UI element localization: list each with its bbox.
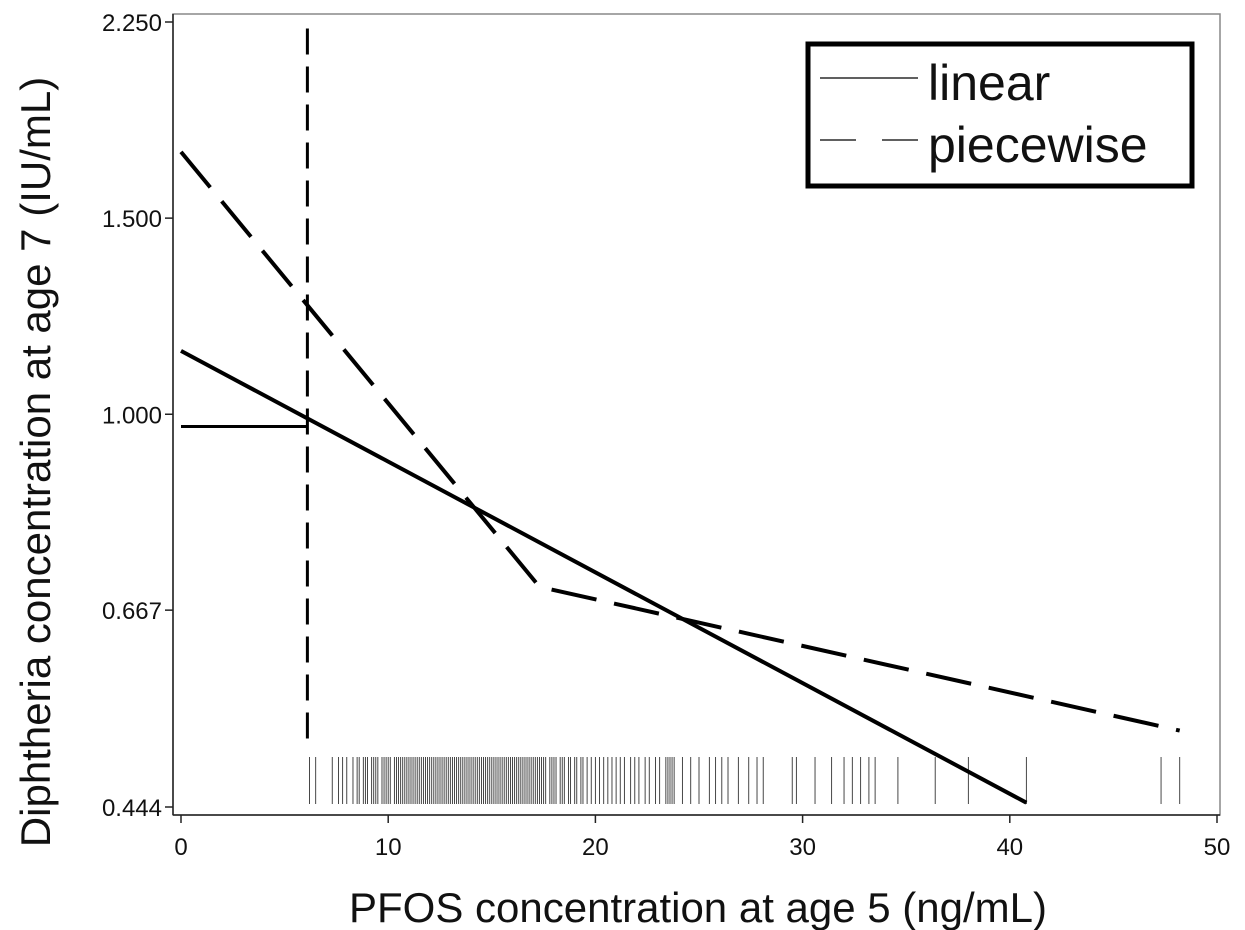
y-axis-ticks: 0.444 0.667 1.000 1.500 2.250 <box>102 10 173 822</box>
x-tick-label: 0 <box>174 834 187 861</box>
series-line-piecewise <box>179 150 1181 733</box>
series-line-linear <box>180 349 1028 805</box>
reference-lines <box>181 28 309 740</box>
legend-label-linear: linear <box>928 55 1050 111</box>
y-tick-label: 0.444 <box>102 795 162 822</box>
legend: linear piecewise <box>805 41 1195 189</box>
x-tick-label: 50 <box>1204 834 1231 861</box>
x-tick-label: 40 <box>996 834 1023 861</box>
series-layer <box>179 150 1181 805</box>
x-axis-ticks: 0 10 20 30 40 50 <box>174 815 1230 861</box>
y-axis-title: Diphtheria concentration at age 7 (IU/mL… <box>12 77 59 847</box>
y-tick-label: 1.500 <box>102 206 162 233</box>
y-tick-label: 1.000 <box>102 402 162 429</box>
legend-box <box>805 41 1195 189</box>
legend-label-piecewise: piecewise <box>928 117 1148 173</box>
y-tick-label: 0.667 <box>102 598 162 625</box>
rug-layer <box>309 757 1181 804</box>
x-tick-label: 30 <box>789 834 816 861</box>
y-tick-label: 2.250 <box>102 10 162 37</box>
x-tick-label: 20 <box>582 834 609 861</box>
x-axis-title: PFOS concentration at age 5 (ng/mL) <box>349 884 1047 930</box>
x-tick-label: 10 <box>375 834 402 861</box>
